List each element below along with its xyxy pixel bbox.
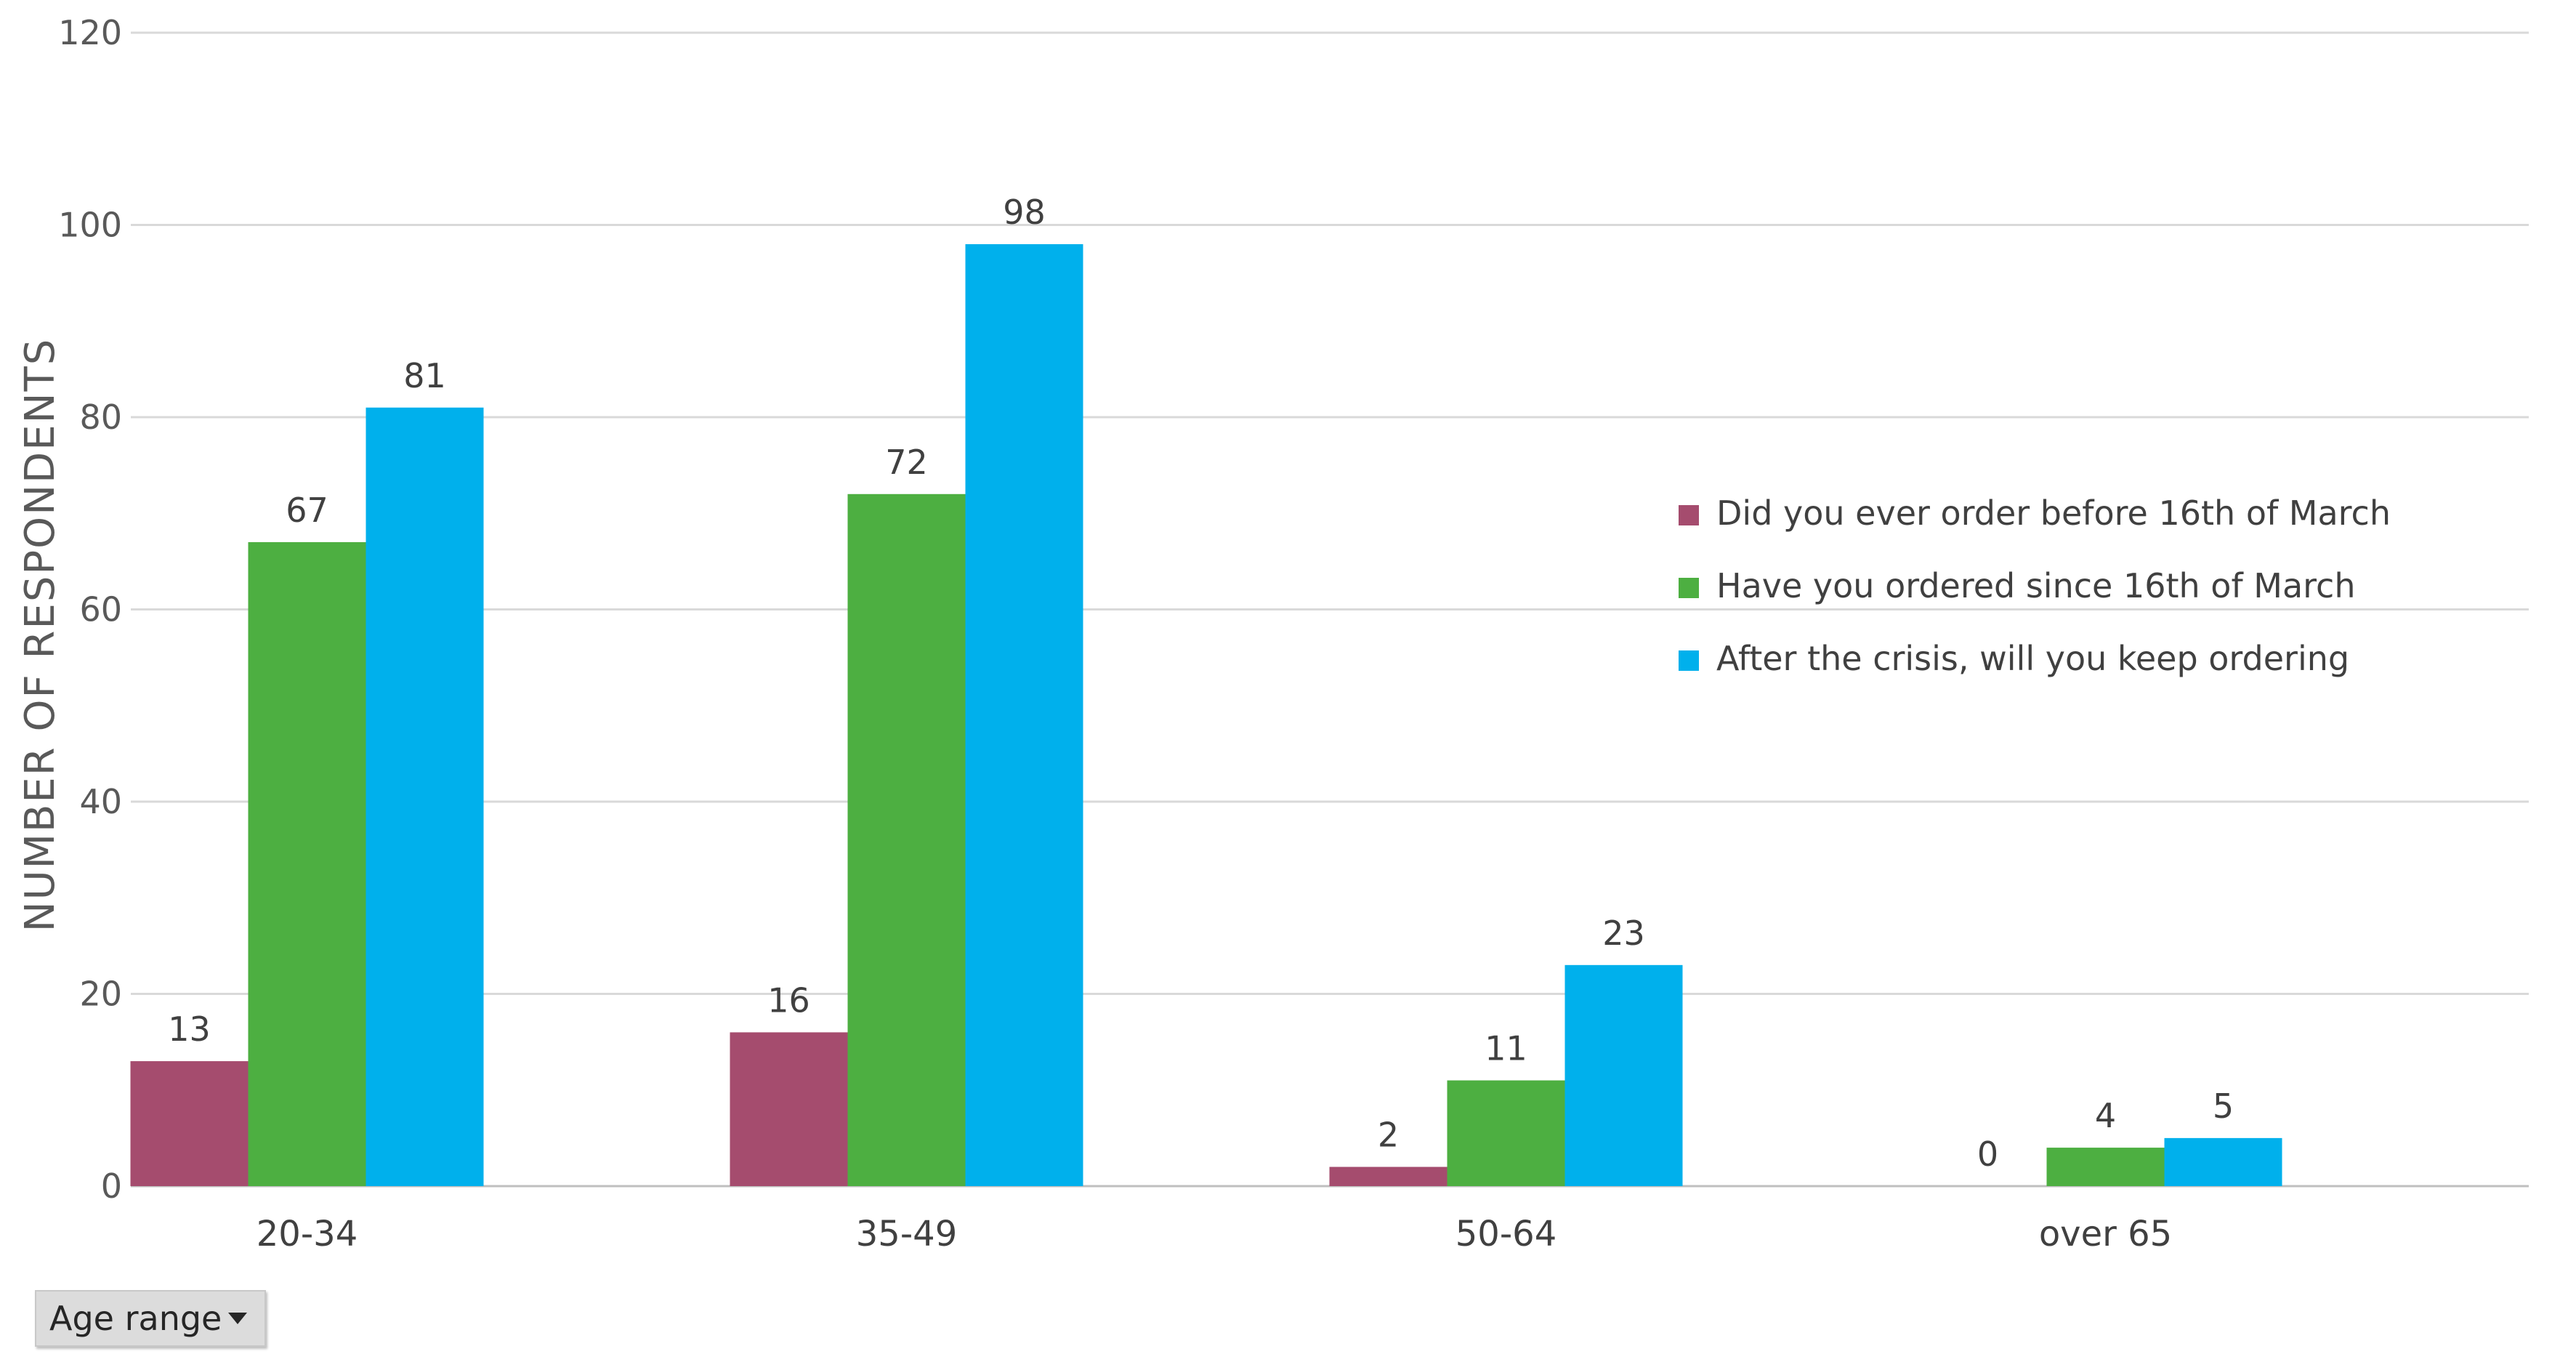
y-axis-ticks: 0 20 40 60 80 100 120 [58,13,122,1206]
legend-swatch [1679,650,1699,671]
data-label: 98 [1003,193,1046,232]
data-label: 2 [1378,1116,1399,1155]
legend-label: Have you ordered since 16th of March [1716,566,2355,605]
data-label: 81 [403,356,446,395]
y-tick-label: 80 [79,398,122,437]
data-label: 5 [2213,1087,2234,1126]
bar [730,1032,848,1186]
data-label: 72 [885,443,928,482]
legend-label: After the crisis, will you keep ordering [1716,639,2349,678]
x-category-label: over 65 [2039,1214,2172,1254]
bar [965,243,1083,1187]
y-tick-label: 40 [79,782,122,821]
y-tick-label: 100 [58,206,122,245]
bar [2046,1148,2165,1186]
y-tick-label: 60 [79,590,122,629]
bar [366,407,484,1186]
bars [130,243,2282,1187]
age-range-label: Age range [49,1299,222,1338]
x-category-label: 50-64 [1455,1214,1556,1254]
data-label: 0 [1977,1135,1998,1174]
bar [1564,964,1683,1186]
data-label: 67 [286,491,328,530]
y-tick-label: 120 [58,13,122,52]
x-category-label: 35-49 [856,1214,957,1254]
data-label: 11 [1485,1029,1527,1068]
data-label: 16 [767,980,810,1020]
dropdown-arrow-icon [228,1313,247,1324]
legend-label: Did you ever order before 16th of March [1716,493,2391,533]
bar [1329,1166,1448,1186]
y-tick-label: 0 [101,1166,122,1206]
bar [2164,1137,2282,1186]
bar [847,493,966,1186]
x-axis-categories: 20-34 35-49 50-64 over 65 [257,1214,2172,1254]
gridlines [131,31,2529,1188]
x-category-label: 20-34 [257,1214,358,1254]
legend-swatch [1679,578,1699,598]
legend: Did you ever order before 16th of March H… [1679,493,2391,678]
data-labels: 13 67 81 16 72 98 2 11 23 0 4 5 [168,193,2234,1174]
data-label: 13 [168,1010,211,1049]
age-range-field-button[interactable]: Age range [35,1290,266,1347]
y-tick-label: 20 [79,975,122,1014]
bar [248,541,366,1186]
legend-swatch [1679,505,1699,525]
data-label: 4 [2095,1096,2116,1135]
data-label: 23 [1602,914,1645,953]
bar [1447,1080,1565,1186]
y-axis-title: NUMBER OF RESPONDENTS [17,338,64,932]
bar [130,1061,249,1186]
